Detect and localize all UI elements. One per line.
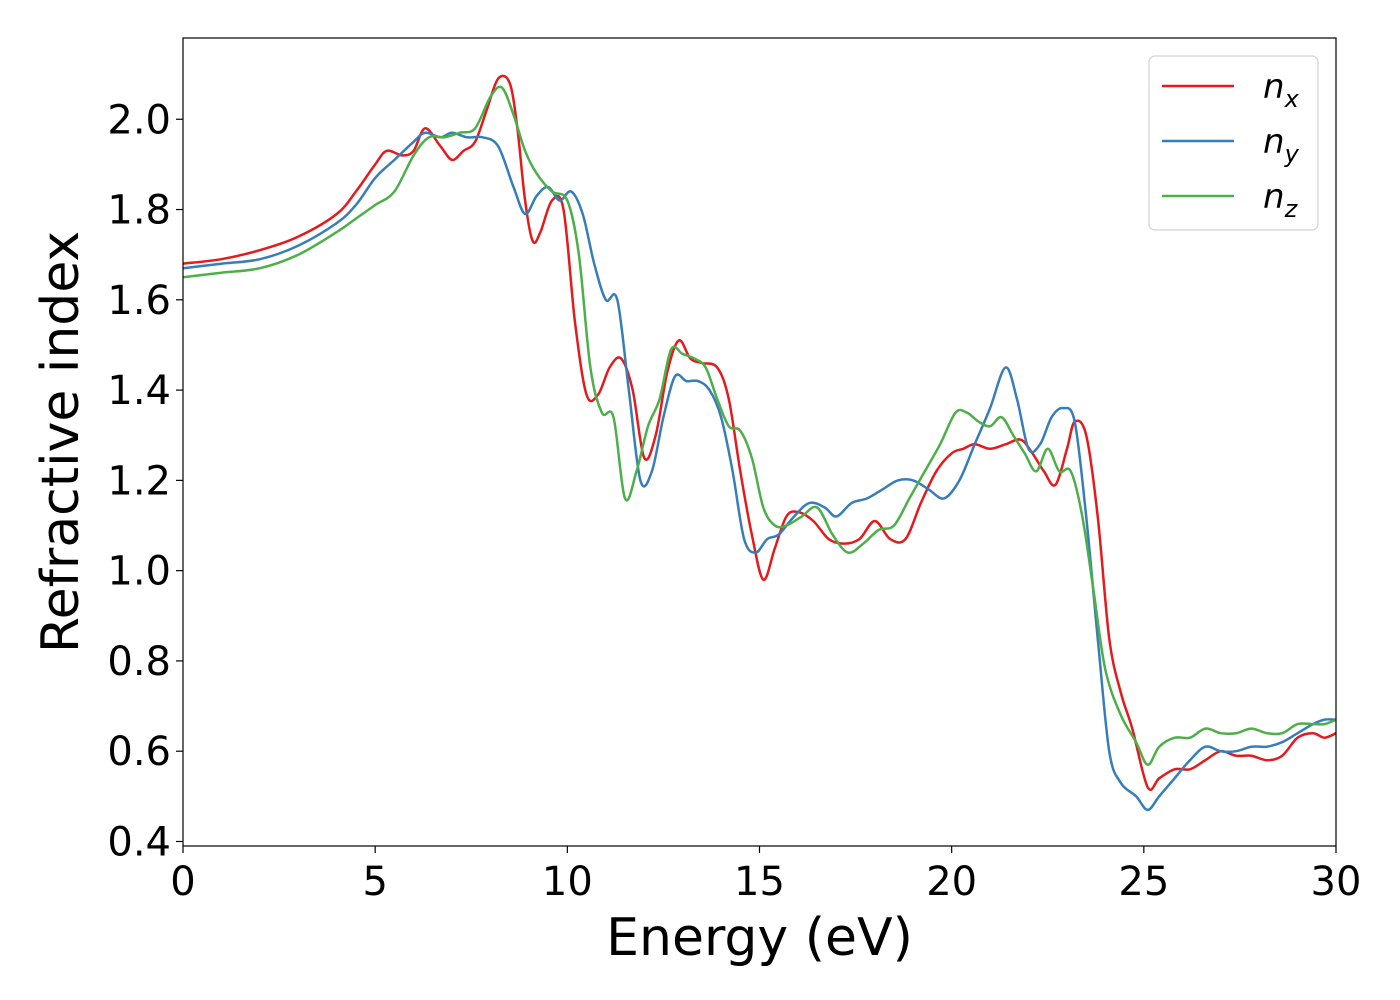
axis-ticks: 0 5 10 15 20 25 30 0.4 0.6 0.8 1.0 1.2 1.4 1.6 1.8 2.0	[107, 97, 1361, 905]
y-tick-label: 0.4	[107, 819, 171, 865]
x-tick-label: 30	[1311, 859, 1362, 905]
y-tick-label: 1.6	[107, 278, 171, 324]
x-tick-label: 20	[926, 859, 977, 905]
y-tick-label: 1.4	[107, 368, 171, 414]
x-tick-label: 10	[542, 859, 593, 905]
series-line-nx	[183, 74, 1336, 792]
y-tick-label: 1.8	[107, 188, 171, 234]
series-line-ny	[183, 131, 1336, 812]
y-tick-label: 1.2	[107, 458, 171, 504]
legend: nx ny nz	[1148, 55, 1319, 231]
x-tick-label: 15	[734, 859, 785, 905]
legend-label-nx: nx	[1263, 67, 1300, 113]
legend-label-nz: nz	[1263, 177, 1299, 223]
x-axis-label: Energy (eV)	[606, 908, 913, 968]
x-tick-label: 5	[362, 859, 387, 905]
y-tick-label: 2.0	[107, 97, 171, 143]
legend-label-ny: ny	[1263, 122, 1300, 168]
y-axis-label: Refractive index	[31, 231, 91, 653]
legend-box	[1148, 55, 1319, 231]
series-layer	[183, 74, 1336, 812]
y-tick-label: 0.8	[107, 639, 171, 685]
x-tick-label: 0	[170, 859, 195, 905]
series-line-nz	[183, 85, 1336, 766]
y-tick-label: 0.6	[107, 729, 171, 775]
y-tick-label: 1.0	[107, 549, 171, 595]
x-tick-label: 25	[1118, 859, 1169, 905]
